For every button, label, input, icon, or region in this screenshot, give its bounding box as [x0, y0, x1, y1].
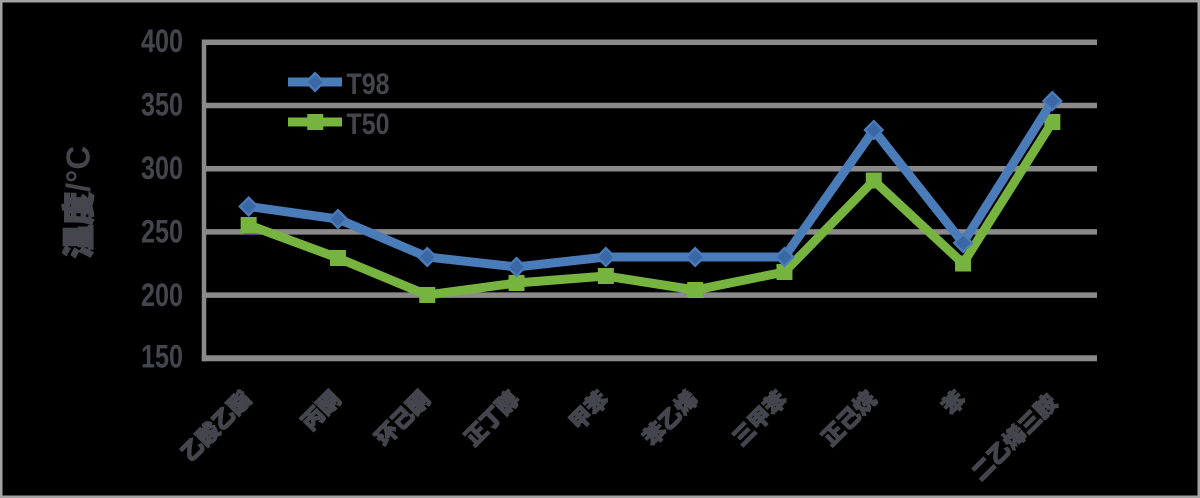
svg-text:250: 250: [141, 213, 183, 249]
svg-text:/°C: /°C: [60, 146, 97, 192]
svg-text:150: 150: [141, 339, 183, 375]
svg-text:300: 300: [141, 150, 183, 186]
svg-text:T50: T50: [347, 108, 390, 141]
svg-text:200: 200: [141, 277, 183, 313]
svg-text:T98: T98: [347, 68, 390, 101]
svg-text:350: 350: [141, 86, 183, 122]
svg-text:400: 400: [141, 23, 183, 59]
